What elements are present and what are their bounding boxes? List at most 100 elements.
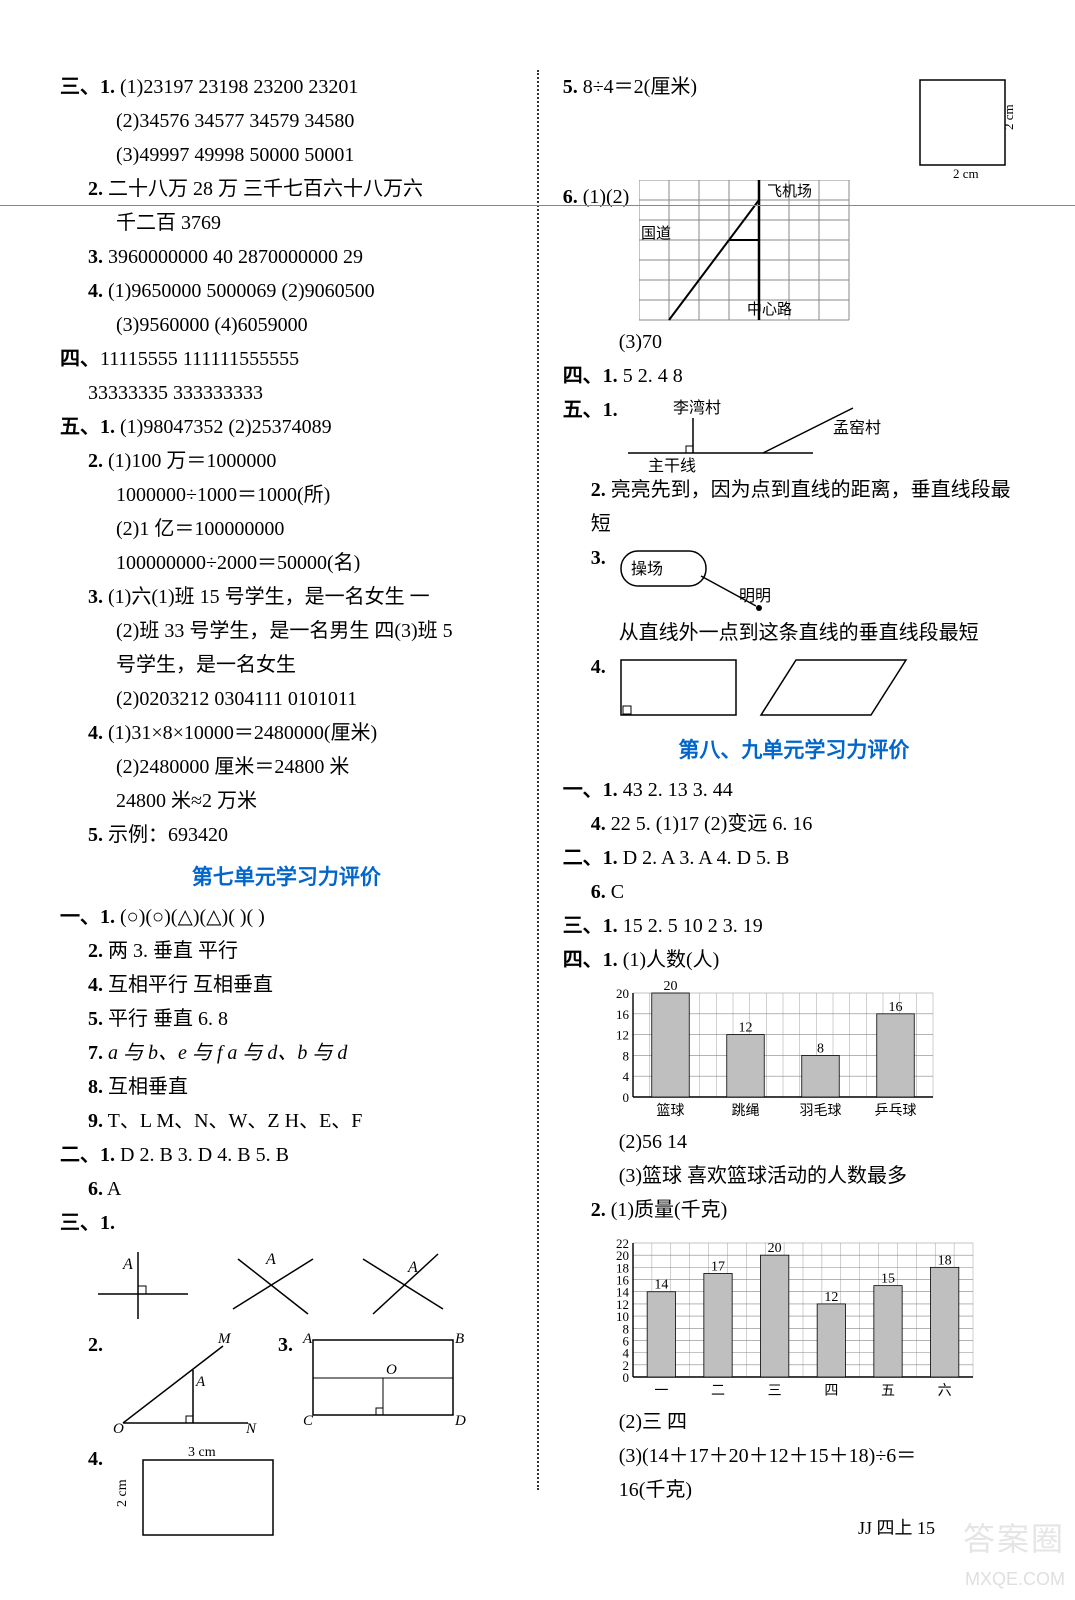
svg-text:M: M	[217, 1331, 232, 1347]
svg-text:0: 0	[622, 1090, 629, 1105]
svg-text:14: 14	[654, 1277, 668, 1292]
page-divider-line	[0, 205, 1075, 206]
sec4: 四、11115555 111111555555	[60, 342, 513, 376]
svg-text:一: 一	[654, 1384, 668, 1399]
text: (1)31×8×10000＝2480000(厘米)	[108, 722, 377, 744]
u7s1-q56: 5. 平行 垂直 6. 8	[60, 1002, 513, 1036]
text: (1)质量(千克)	[611, 1199, 728, 1221]
text: (○)(○)(△)(△)( )( )	[120, 906, 265, 928]
text: (2)0203212 0304111 0101011	[60, 682, 513, 716]
text: (1)人数(人)	[623, 949, 720, 971]
right-column: 5. 8÷4＝2(厘米) 2 cm 2 cm 6. (1)(2) 飞机场 国道 …	[563, 70, 1025, 1490]
svg-text:8: 8	[622, 1048, 629, 1063]
unit7-heading: 第七单元学习力评价	[60, 860, 513, 896]
u89s2-r1: 二、1. D 2. A 3. A 4. D 5. B	[563, 841, 1025, 875]
grid-map-diagram: 飞机场 国道 中心路	[639, 180, 859, 325]
text: (3)70	[563, 325, 1025, 359]
text: (2)34576 34577 34579 34580	[60, 104, 513, 138]
left-column: 三、1. (1)23197 23198 23200 23201 (2)34576…	[60, 70, 513, 1490]
text: (3)49997 49998 50000 50001	[60, 138, 513, 172]
sec3-q3: 3. 3960000000 40 2870000000 29	[60, 240, 513, 274]
text: (3)篮球 喜欢篮球活动的人数最多	[563, 1159, 1025, 1193]
svg-text:4: 4	[622, 1069, 629, 1084]
u7s1-q7: 7. a 与 b、e 与 f a 与 d、b 与 d	[60, 1036, 513, 1070]
text: 24800 米≈2 万米	[60, 784, 513, 818]
u7s3-label: 三、1.	[60, 1206, 513, 1240]
text: 千二百 3769	[60, 206, 513, 240]
u7s1-q4: 4. 互相平行 互相垂直	[60, 968, 513, 1002]
text: (2)1 亿＝100000000	[60, 512, 513, 546]
u7s1-q1: 一、1. (○)(○)(△)(△)( )( )	[60, 900, 513, 934]
text: 1000000÷1000＝1000(所)	[60, 478, 513, 512]
svg-text:篮球: 篮球	[656, 1103, 684, 1119]
text: (3)(14＋17＋20＋12＋15＋18)÷6＝	[563, 1439, 1025, 1473]
perpendicular-diagram-2: A	[218, 1244, 328, 1324]
perpendicular-diagram-3: A	[348, 1244, 458, 1324]
text: A	[107, 1178, 121, 1200]
svg-text:12: 12	[616, 1027, 629, 1042]
text: 示例：693420	[108, 824, 228, 846]
svg-text:A: A	[302, 1331, 313, 1347]
text: (1)9650000 5000069 (2)9060500	[108, 280, 375, 302]
sec5-q3: 3. (1)六(1)班 15 号学生，是一名女生 一	[60, 580, 513, 614]
perpendicular-diagram-1: A	[88, 1244, 198, 1324]
svg-text:孟窑村: 孟窑村	[833, 419, 881, 437]
text: 8÷4＝2(厘米)	[583, 76, 697, 98]
text: 互相垂直	[108, 1076, 188, 1098]
u89s4-q1h: 四、1. (1)人数(人)	[563, 943, 1025, 977]
r-s5-q4: 4.	[563, 650, 1025, 725]
svg-text:操场: 操场	[631, 560, 663, 578]
text: 16(千克)	[563, 1473, 1025, 1507]
svg-text:A: A	[407, 1259, 418, 1276]
svg-text:乒乓球: 乒乓球	[874, 1103, 916, 1119]
r-q6: 6. (1)(2) 飞机场 国道 中心路	[563, 180, 1025, 325]
rect-label-top: 3 cm	[188, 1445, 216, 1460]
svg-text:N: N	[245, 1421, 257, 1437]
svg-text:2 cm: 2 cm	[1001, 104, 1016, 130]
svg-text:2 cm: 2 cm	[953, 166, 979, 180]
svg-text:二: 二	[711, 1384, 725, 1399]
svg-text:明明: 明明	[739, 588, 771, 605]
svg-text:主干线: 主干线	[648, 457, 696, 473]
text: 平行 垂直 6. 8	[108, 1008, 228, 1030]
svg-text:A: A	[265, 1251, 276, 1268]
u89s1-r1: 一、1. 43 2. 13 3. 44	[563, 773, 1025, 807]
svg-text:五: 五	[881, 1384, 895, 1399]
svg-text:A: A	[195, 1374, 206, 1390]
svg-text:B: B	[455, 1331, 464, 1347]
sec3-q2: 2. 二十八万 28 万 三千七百六十八万六	[60, 172, 513, 206]
svg-text:国道: 国道	[641, 225, 671, 242]
text: 两 3. 垂直 平行	[108, 940, 238, 962]
sec5-q2: 2. (1)100 万＝1000000	[60, 444, 513, 478]
text: (2)班 33 号学生，是一名男生 四(3)班 5	[60, 614, 513, 648]
text: D 2. B 3. D 4. B 5. B	[120, 1144, 289, 1166]
bar-chart-2-container: 024681012141618202214一17二20三12四15五18六	[563, 1229, 1025, 1399]
svg-text:六: 六	[937, 1383, 951, 1399]
u89s1-r2: 4. 22 5. (1)17 (2)变远 6. 16	[563, 807, 1025, 841]
u7s1-q23: 2. 两 3. 垂直 平行	[60, 934, 513, 968]
svg-text:羽毛球: 羽毛球	[799, 1103, 841, 1119]
svg-text:三: 三	[767, 1384, 781, 1399]
text: T、L M、N、W、Z H、E、F	[108, 1110, 363, 1132]
fig2-wrap: 2. O N M A	[88, 1328, 258, 1438]
u89s3: 三、1. 15 2. 5 10 2 3. 19	[563, 909, 1025, 943]
unit89-heading: 第八、九单元学习力评价	[563, 733, 1025, 769]
text: (2)2480000 厘米＝24800 米	[60, 750, 513, 784]
u89s4-q2h: 2. (1)质量(千克)	[563, 1193, 1025, 1227]
r-s5-q3: 3. 操场 明明	[563, 541, 1025, 616]
angle-diagram: O N M A	[108, 1328, 258, 1438]
svg-text:12: 12	[738, 1020, 752, 1035]
sec5-q1: 五、1. (1)98047352 (2)25374089	[60, 410, 513, 444]
square-2cm: 2 cm 2 cm	[905, 70, 1025, 180]
svg-text:飞机场: 飞机场	[767, 183, 812, 200]
rect-perp-diagram	[611, 650, 751, 725]
bar-chart-1-container: 04812162020篮球12跳绳8羽毛球16乒乓球	[563, 979, 1025, 1119]
svg-text:12: 12	[824, 1290, 838, 1305]
text: 二十八万 28 万 三千七百六十八万六	[108, 178, 423, 200]
text: (1)23197 23198 23200 23201	[120, 76, 358, 98]
text: (2)三 四	[563, 1405, 1025, 1439]
svg-text:16: 16	[888, 999, 902, 1014]
watermark-text: 答案圈	[963, 1514, 1065, 1560]
text: (1)六(1)班 15 号学生，是一名女生 一	[108, 586, 430, 608]
svg-text:17: 17	[711, 1259, 725, 1274]
